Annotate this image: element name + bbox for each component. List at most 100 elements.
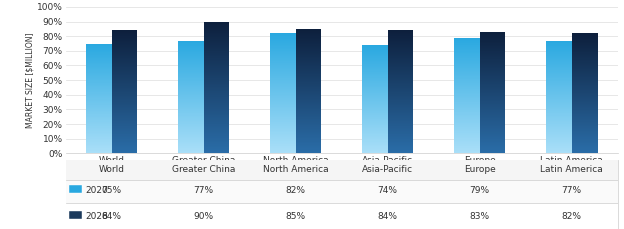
Bar [362,52,388,53]
Bar [480,37,505,38]
Bar [203,143,230,144]
Bar [270,108,296,109]
Bar [296,141,321,142]
Bar [203,126,230,127]
Bar [85,99,112,100]
Bar [572,147,598,148]
Bar [572,75,598,76]
Bar [203,119,230,120]
Bar [388,129,414,130]
Bar [296,117,321,118]
Bar [480,70,505,71]
Bar [480,145,505,146]
Bar [572,44,598,45]
Bar [296,102,321,103]
Bar [546,103,572,104]
Bar [203,123,230,124]
Bar [572,146,598,147]
Bar [480,41,505,42]
Bar [454,71,480,72]
Bar [178,119,203,120]
Bar [85,87,112,88]
Bar [296,32,321,33]
Bar [454,95,480,96]
Bar [454,106,480,107]
Bar [112,75,137,76]
Bar [362,59,388,60]
Bar [362,73,388,74]
Bar [572,129,598,130]
Bar [546,102,572,103]
Bar [203,69,230,70]
Bar [296,88,321,89]
Bar [454,146,480,147]
Bar [203,100,230,101]
Bar [454,103,480,104]
Bar [112,108,137,109]
Bar [362,140,388,141]
Bar [388,112,414,113]
Bar [480,92,505,93]
Bar [270,67,296,68]
Bar [454,121,480,122]
Bar [270,75,296,76]
Bar [270,83,296,84]
Bar [178,79,203,80]
Bar [296,140,321,141]
Bar [112,112,137,113]
Bar [454,68,480,69]
Bar [572,40,598,41]
Bar [112,149,137,150]
Bar [203,50,230,51]
Bar [112,115,137,116]
Bar [454,89,480,90]
Bar [178,127,203,128]
Bar [296,118,321,119]
Bar [572,115,598,116]
Bar [572,35,598,36]
Bar [388,115,414,116]
Bar [480,99,505,100]
Bar [178,47,203,48]
Bar [480,131,505,132]
Bar [112,150,137,151]
Bar [572,84,598,85]
Bar [178,147,203,148]
Bar [85,93,112,94]
Bar [388,51,414,52]
Bar [178,139,203,140]
Bar [454,100,480,101]
Bar [454,64,480,65]
Bar [572,60,598,61]
Bar [454,70,480,71]
Bar [296,131,321,132]
Bar [112,128,137,129]
Bar [572,145,598,146]
Bar [112,79,137,80]
Bar [296,39,321,40]
Bar [454,125,480,126]
Bar [546,131,572,132]
Bar [454,63,480,64]
Bar [296,63,321,64]
Bar [388,90,414,91]
Bar [454,144,480,145]
Bar [85,126,112,127]
Bar [388,139,414,140]
Bar [112,82,137,83]
Bar [112,74,137,75]
Bar [454,142,480,143]
Bar [454,123,480,124]
Bar [362,51,388,52]
Bar [296,62,321,63]
Bar [112,138,137,139]
Bar [203,136,230,137]
Bar [480,73,505,74]
Bar [85,102,112,103]
Bar [296,124,321,125]
Bar [270,80,296,81]
Bar [270,109,296,110]
Bar [203,31,230,32]
Bar [454,96,480,97]
Bar [362,139,388,140]
